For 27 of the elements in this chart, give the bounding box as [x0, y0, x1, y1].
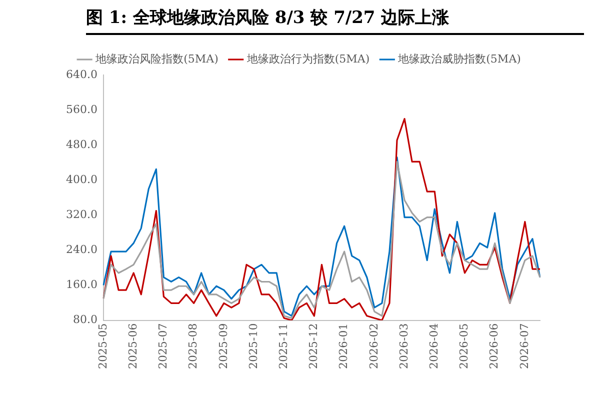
y-tick-label: 320.0 — [66, 208, 98, 222]
y-tick-label: 240.0 — [66, 243, 98, 256]
x-tick-label: 2026-02 — [367, 323, 380, 370]
x-tick-label: 2025-08 — [186, 323, 200, 370]
chart-title: 图 1: 全球地缘政治风险 8/3 较 7/27 边际上涨 — [86, 6, 584, 35]
x-tick-label: 2026-01 — [337, 323, 350, 370]
x-tick-label: 2026-07 — [518, 323, 531, 370]
legend-label: 地缘政治行为指数(5MA) — [246, 52, 370, 66]
x-tick-label: 2026-05 — [458, 323, 471, 370]
x-tick-label: 2026-06 — [488, 323, 501, 370]
x-tick-label: 2025-09 — [216, 323, 230, 370]
y-tick-label: 400.0 — [66, 172, 98, 186]
x-tick-label: 2026-04 — [427, 323, 440, 370]
x-tick-label: 2025-07 — [156, 323, 170, 370]
y-tick-label: 640.0 — [66, 68, 98, 81]
x-tick-label: 2025-12 — [307, 323, 320, 370]
x-tick-label: 2025-06 — [126, 323, 140, 370]
legend-label: 地缘政治风险指数(5MA) — [94, 52, 218, 66]
legend-label: 地缘政治威胁指数(5MA) — [397, 52, 521, 66]
y-tick-label: 160.0 — [66, 278, 98, 292]
y-tick-label: 560.0 — [66, 102, 98, 116]
y-tick-label: 480.0 — [66, 138, 98, 151]
y-tick-label: 80.0 — [72, 313, 98, 326]
x-tick-label: 2025-10 — [246, 323, 260, 370]
x-tick-label: 2025-11 — [276, 323, 290, 370]
x-tick-label: 2025-05 — [96, 323, 110, 370]
x-tick-label: 2026-03 — [397, 323, 410, 370]
